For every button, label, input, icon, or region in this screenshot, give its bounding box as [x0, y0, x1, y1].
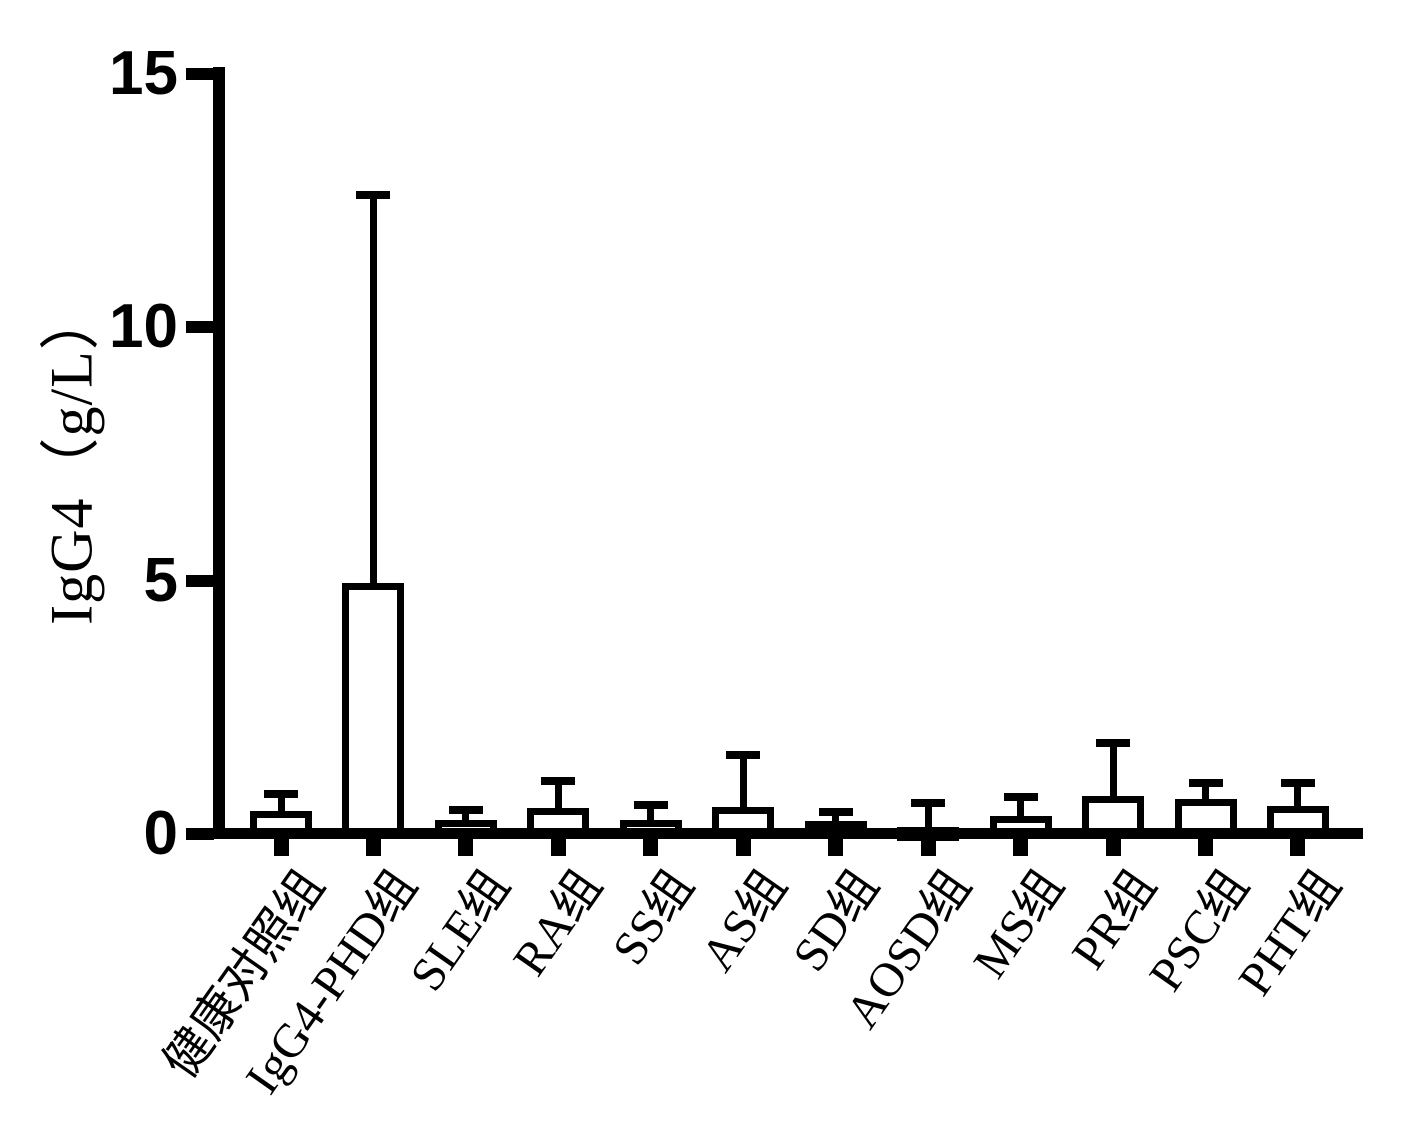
error-bar-line: [647, 804, 655, 834]
x-axis-tick: [735, 839, 751, 856]
y-tick-label: 10: [109, 292, 178, 361]
error-bar-cap: [356, 191, 391, 200]
y-axis-line: [213, 67, 225, 839]
error-bar-line: [739, 755, 747, 834]
x-axis-tick: [550, 839, 566, 856]
error-bar-cap: [1096, 738, 1131, 747]
x-axis-tick: [1013, 839, 1029, 856]
x-axis-tick: [365, 839, 381, 856]
error-bar-cap: [1188, 779, 1223, 788]
x-axis-tick: [458, 839, 474, 856]
x-category-label: RA组: [502, 860, 613, 986]
x-axis-tick: [1198, 839, 1213, 856]
error-bar-cap: [818, 808, 853, 817]
error-bar-line: [1017, 797, 1025, 834]
y-tick-label: 5: [143, 545, 178, 615]
bar: [342, 582, 405, 839]
error-bar-cap: [911, 798, 946, 807]
error-bar-cap: [1280, 779, 1315, 788]
x-axis-tick: [273, 839, 289, 856]
error-bar-cap: [541, 776, 576, 785]
error-bar-line: [554, 780, 562, 834]
y-axis-tick: [186, 321, 214, 333]
x-axis-line: [213, 828, 1363, 839]
error-bar-cap: [264, 790, 298, 799]
x-axis-tick: [1105, 839, 1121, 856]
error-bar-line: [369, 195, 377, 834]
y-axis-tick: [186, 67, 214, 80]
y-axis-tick: [186, 574, 214, 587]
x-category-label: SLE组: [399, 860, 520, 1001]
x-category-label: SS组: [603, 860, 705, 975]
x-axis-tick: [1290, 839, 1306, 856]
x-category-label: MS组: [963, 860, 1075, 988]
x-category-label: AS组: [690, 860, 798, 981]
error-bar-cap: [633, 800, 668, 809]
y-axis-tick: [186, 828, 214, 840]
y-tick-label: 15: [109, 38, 178, 108]
y-tick-label: 0: [143, 799, 178, 868]
error-bar-cap: [1003, 793, 1038, 802]
error-bar-line: [924, 802, 932, 834]
error-bar-cap: [726, 751, 761, 760]
x-axis-tick: [643, 839, 659, 856]
x-axis-tick: [828, 839, 844, 856]
error-bar-cap: [448, 806, 483, 815]
x-axis-tick: [920, 839, 936, 856]
error-bar-line: [1109, 742, 1117, 834]
